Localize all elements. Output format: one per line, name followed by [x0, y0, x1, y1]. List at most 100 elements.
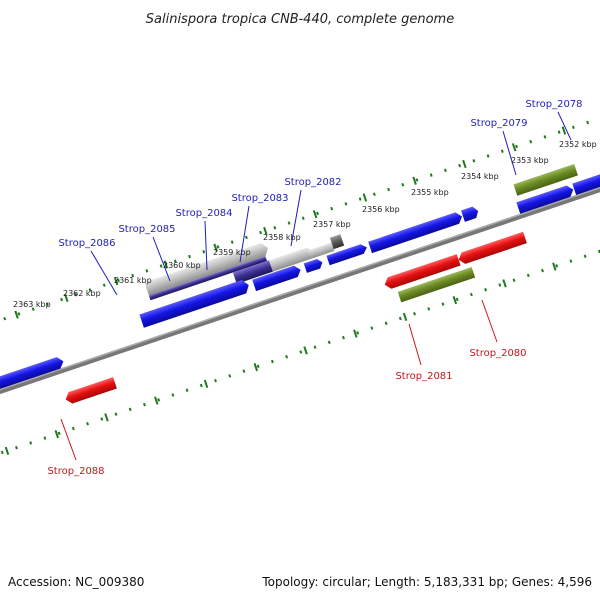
- accession-label: Accession: NC_009380: [8, 575, 144, 589]
- gene-arrow-strop-2083[interactable]: [232, 259, 278, 284]
- scale-dot: [384, 321, 388, 326]
- scale-tick: [462, 159, 467, 169]
- gene-label[interactable]: Strop_2083: [231, 193, 288, 204]
- gene-arrow-forward-d[interactable]: [326, 243, 368, 266]
- scale-dot: [273, 226, 277, 230]
- scale-tick: [14, 310, 19, 319]
- scale-dot: [330, 206, 334, 211]
- scale-label: 2362 kbp: [63, 289, 101, 298]
- scale-label: 2360 kbp: [163, 261, 201, 270]
- scale-dot: [216, 245, 220, 249]
- scale-dot: [586, 120, 590, 125]
- gene-label[interactable]: Strop_2079: [470, 118, 527, 129]
- genome-backbone-highlight: [0, 147, 600, 430]
- genome-track: [0, 120, 600, 455]
- scale-label: 2352 kbp: [559, 140, 597, 149]
- scale-tick: [312, 210, 318, 219]
- scale-dot: [86, 422, 89, 426]
- scale-dot: [60, 297, 64, 302]
- scale-line-bottom: [0, 249, 600, 455]
- gene-label[interactable]: Strop_2085: [118, 224, 175, 235]
- scale-dot: [202, 249, 206, 254]
- scale-dot: [45, 302, 49, 307]
- scale-dot: [569, 259, 573, 263]
- gene-arrow-forward-left[interactable]: [0, 356, 65, 403]
- scale-label: 2354 kbp: [461, 172, 499, 181]
- scale-dot: [230, 240, 234, 244]
- scale-dot: [372, 192, 376, 197]
- gene-arrow-forward-g[interactable]: [516, 184, 575, 214]
- scale-dot: [515, 144, 518, 149]
- gene-arrow-strop-2082[interactable]: [144, 241, 270, 296]
- scale-tick: [502, 279, 507, 288]
- callout-line: [204, 220, 208, 271]
- gene-arrow-strop-2078[interactable]: [572, 160, 600, 195]
- scale-dot: [370, 326, 374, 330]
- callout-line: [60, 418, 77, 461]
- scale-tick: [4, 446, 10, 455]
- gene-arrow-strop-2081[interactable]: [383, 254, 461, 290]
- gene-arrow-forward-f[interactable]: [461, 205, 480, 222]
- scale-tick: [64, 293, 69, 303]
- callout-line: [502, 130, 517, 176]
- scale-tick: [362, 193, 368, 202]
- scale-dot: [583, 254, 587, 259]
- gene-label[interactable]: Strop_2084: [175, 208, 232, 219]
- scale-dot: [571, 125, 575, 130]
- gene-arrow-forward-e[interactable]: [368, 211, 464, 254]
- gene-arrow-forward-c[interactable]: [303, 258, 324, 273]
- scale-dot: [29, 441, 33, 445]
- callout-line: [408, 323, 422, 366]
- scale-dot: [344, 202, 348, 206]
- map-title: Salinispora tropica CNB-440, complete ge…: [146, 12, 454, 27]
- gene-arrow-forward-a[interactable]: [139, 278, 251, 328]
- gene-label[interactable]: Strop_2081: [395, 371, 452, 382]
- gene-label[interactable]: Strop_2082: [284, 177, 341, 188]
- gene-label[interactable]: Strop_2078: [525, 99, 582, 110]
- gene-label[interactable]: Strop_2086: [58, 238, 115, 249]
- scale-dot: [500, 149, 504, 153]
- scale-dot: [88, 288, 92, 292]
- callout-line: [152, 236, 171, 282]
- scale-dot: [285, 355, 289, 359]
- gene-arrow-strop-2080[interactable]: [457, 231, 527, 266]
- gene-label[interactable]: Strop_2088: [47, 466, 104, 477]
- callout-line: [239, 205, 250, 263]
- scale-tick: [154, 396, 159, 405]
- topology-label: Topology: circular; Length: 5,183,331 bp…: [261, 575, 592, 589]
- gene-arrow-strop-2082-band[interactable]: [148, 256, 268, 301]
- scale-dot: [469, 292, 473, 297]
- scale-dot: [327, 340, 331, 345]
- scale-dot: [256, 364, 260, 369]
- scale-dot: [228, 374, 232, 378]
- scale-dot: [512, 278, 516, 282]
- gene-arrow-strop-2088[interactable]: [64, 377, 117, 405]
- scale-dot: [143, 402, 146, 407]
- scale-tick: [353, 329, 358, 338]
- scale-dot: [299, 350, 303, 354]
- scale-dot: [557, 130, 561, 134]
- scale-dot: [529, 139, 533, 144]
- scale-line-top: [3, 120, 590, 321]
- gene-arrow-forward-b[interactable]: [252, 264, 302, 292]
- scale-dot: [242, 369, 246, 373]
- gene-arrow-strop-2079[interactable]: [513, 163, 578, 196]
- scale-dot: [3, 316, 7, 321]
- gene-arrow-olive-reverse[interactable]: [397, 267, 476, 303]
- gene-arrow-strop-2086[interactable]: [329, 234, 345, 250]
- scale-tick: [412, 176, 417, 185]
- scale-dot: [541, 268, 544, 273]
- gene-label[interactable]: Strop_2080: [469, 348, 526, 359]
- scale-dot: [287, 221, 291, 225]
- scale-dot: [100, 417, 104, 421]
- scale-tick: [452, 296, 458, 305]
- scale-dot: [131, 273, 135, 278]
- scale-dot: [214, 378, 217, 383]
- gene-callouts: Strop_2078 Strop_2079 Strop_2082 Strop_2083…: [47, 99, 582, 477]
- scale-dot: [543, 135, 547, 139]
- gene-arrow-strop-2084[interactable]: [268, 246, 315, 272]
- scale-dot: [441, 302, 445, 306]
- scale-dot: [455, 297, 459, 302]
- gene-arrow-strop-2085[interactable]: [307, 242, 335, 259]
- callout-line: [557, 111, 572, 141]
